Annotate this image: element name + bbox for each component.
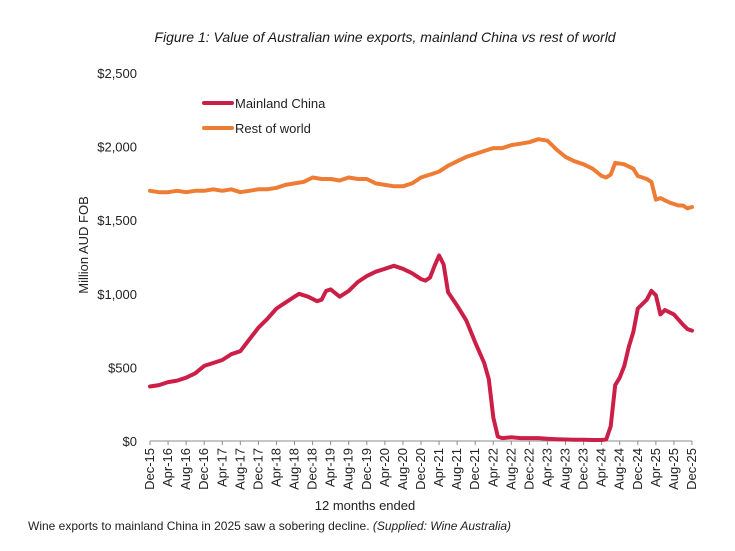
line-chart: Figure 1: Value of Australian wine expor…	[76, 29, 699, 513]
y-axis-label: Million AUD FOB	[76, 196, 91, 294]
x-tick-label: Dec-22	[521, 448, 536, 490]
legend: Mainland China Rest of world	[202, 96, 326, 136]
x-tick-label: Aug-25	[666, 448, 681, 490]
series-lines	[148, 137, 694, 442]
x-tick-label: Dec-15	[142, 448, 157, 490]
x-tick-label: Apr-25	[648, 448, 663, 487]
x-tick-label: Aug-16	[178, 448, 193, 490]
x-tick-label: Apr-21	[431, 448, 446, 487]
y-tick-label: $2,500	[97, 66, 137, 81]
x-tick-label: Aug-18	[287, 448, 302, 490]
x-tick-label: Aug-22	[503, 448, 518, 490]
x-tick-label: Dec-19	[359, 448, 374, 490]
x-tick-label: Dec-18	[305, 448, 320, 490]
x-tick-label: Aug-19	[341, 448, 356, 490]
x-tick-label: Dec-20	[413, 448, 428, 490]
x-tick-label: Apr-20	[377, 448, 392, 487]
x-tick-label: Aug-21	[449, 448, 464, 490]
x-axis-label: 12 months ended	[315, 498, 415, 513]
x-tick-label: Aug-24	[612, 448, 627, 490]
caption-text: Wine exports to mainland China in 2025 s…	[28, 519, 370, 533]
x-axis-ticks: Dec-15 Apr-16 Aug-16 Dec-16 Apr-17 Aug-17 Dec-…	[142, 441, 699, 490]
y-axis-ticks: $0 $500 $1,000 $1,500 $2,000 $2,500	[97, 66, 137, 449]
x-tick-label: Aug-17	[232, 448, 247, 490]
x-tick-label: Apr-23	[539, 448, 554, 487]
x-tick-label: Apr-17	[214, 448, 229, 487]
chart-title: Figure 1: Value of Australian wine expor…	[154, 29, 616, 45]
x-tick-label: Dec-17	[250, 448, 265, 490]
legend-label: Rest of world	[235, 121, 311, 136]
x-tick-label: Dec-25	[684, 448, 699, 490]
x-tick-label: Dec-24	[630, 448, 645, 490]
caption-credit: (Supplied: Wine Australia)	[372, 519, 512, 533]
y-tick-label: $0	[123, 434, 137, 449]
x-tick-label: Apr-19	[323, 448, 338, 487]
x-tick-label: Apr-22	[485, 448, 500, 487]
legend-label: Mainland China	[235, 96, 326, 111]
y-tick-label: $500	[108, 360, 137, 375]
x-tick-label: Apr-16	[160, 448, 175, 487]
x-tick-label: Apr-18	[268, 448, 283, 487]
y-tick-label: $1,500	[97, 213, 137, 228]
figure-caption: Wine exports to mainland China in 2025 s…	[28, 519, 718, 533]
series-line-mainland-china	[148, 253, 694, 442]
x-tick-label: Dec-21	[467, 448, 482, 490]
x-tick-label: Dec-23	[576, 448, 591, 490]
y-gridlines	[150, 72, 692, 368]
y-tick-label: $2,000	[97, 140, 137, 155]
x-tick-label: Dec-16	[196, 448, 211, 490]
y-tick-label: $1,000	[97, 287, 137, 302]
x-tick-label: Apr-24	[594, 448, 609, 487]
x-tick-label: Aug-20	[395, 448, 410, 490]
x-tick-label: Aug-23	[558, 448, 573, 490]
series-line-rest-of-world	[148, 137, 694, 211]
